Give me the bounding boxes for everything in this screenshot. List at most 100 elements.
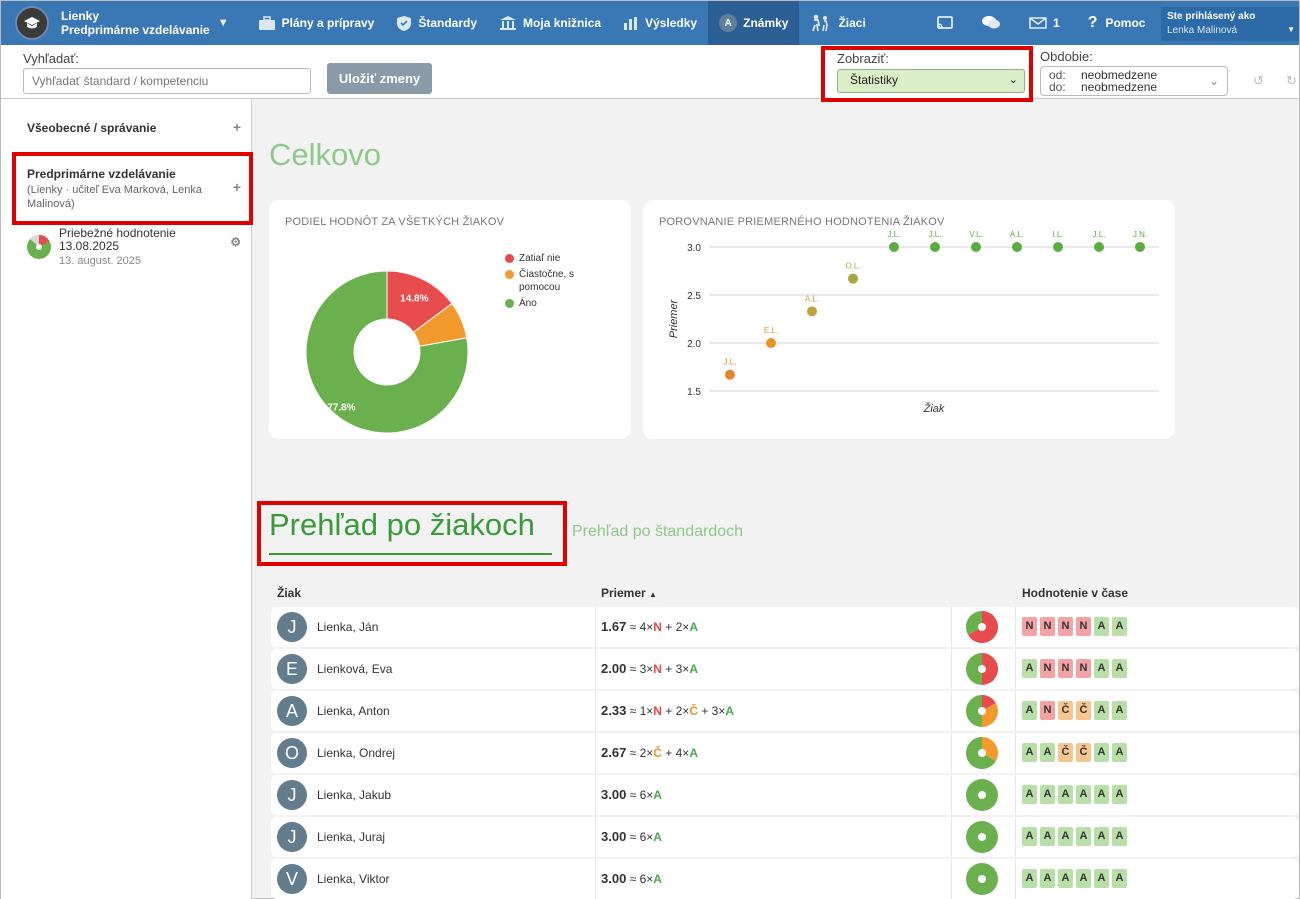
chat-icon[interactable] xyxy=(981,15,1001,31)
rating-badge[interactable]: A xyxy=(1076,869,1091,888)
data-point[interactable] xyxy=(1053,242,1063,252)
rating-badge[interactable]: A xyxy=(1112,617,1127,636)
sidebar-evaluation[interactable]: Priebežné hodnotenie 13.08.2025 13. augu… xyxy=(27,227,189,267)
data-point[interactable] xyxy=(766,338,776,348)
rating-badge[interactable]: A xyxy=(1040,869,1055,888)
student-name[interactable]: Lienka, Ján xyxy=(317,620,379,634)
rating-badge[interactable]: A xyxy=(1112,785,1127,804)
cast-icon[interactable] xyxy=(937,16,953,30)
help-button[interactable]: ? Pomoc xyxy=(1088,14,1146,32)
nav-item-4[interactable]: Výsledky xyxy=(612,1,708,45)
legend-item[interactable]: Áno xyxy=(505,297,595,310)
data-point[interactable] xyxy=(971,242,981,252)
rating-badge[interactable]: N xyxy=(1022,617,1037,636)
rating-badge[interactable]: Č xyxy=(1076,743,1091,762)
rating-badge[interactable]: A xyxy=(1022,827,1037,846)
undo-icon[interactable]: ↺ xyxy=(1253,73,1264,88)
data-point[interactable] xyxy=(1094,242,1104,252)
rating-badge[interactable]: A xyxy=(1112,701,1127,720)
data-point[interactable] xyxy=(889,242,899,252)
rating-badge[interactable]: N xyxy=(1040,659,1055,678)
rating-badge[interactable]: N xyxy=(1040,701,1055,720)
plus-icon[interactable]: + xyxy=(232,179,241,195)
student-name[interactable]: Lienka, Anton xyxy=(317,704,390,718)
rating-badge[interactable]: A xyxy=(1058,869,1073,888)
sidebar-item-general[interactable]: Všeobecné / správanie xyxy=(27,121,156,135)
legend-item[interactable]: Čiastočne, s pomocou xyxy=(505,268,595,294)
rating-badge[interactable]: A xyxy=(1040,827,1055,846)
rating-badge[interactable]: N xyxy=(1058,659,1073,678)
tab-students-overview[interactable]: Prehľad po žiakoch xyxy=(269,507,535,542)
rating-badge[interactable]: A xyxy=(1022,743,1037,762)
rating-badge[interactable]: A xyxy=(1112,659,1127,678)
rating-badge[interactable]: A xyxy=(1022,659,1037,678)
data-point[interactable] xyxy=(1135,242,1145,252)
nav-item-1[interactable]: Plány a prípravy xyxy=(247,1,386,45)
data-point[interactable] xyxy=(1012,242,1022,252)
student-name[interactable]: Lienka, Ondrej xyxy=(317,746,396,760)
column-header-average[interactable]: Priemer ▲ xyxy=(601,586,657,600)
nav-item-2[interactable]: Štandardy xyxy=(385,1,488,45)
pie-slice[interactable] xyxy=(305,270,469,434)
graduation-cap-icon[interactable] xyxy=(15,6,49,40)
data-point[interactable] xyxy=(930,242,940,252)
rating-badge[interactable]: A xyxy=(1094,785,1109,804)
rating-badge[interactable]: A xyxy=(1076,785,1091,804)
rating-badge[interactable]: A xyxy=(1022,701,1037,720)
mail-button[interactable]: 1 xyxy=(1029,16,1060,30)
rating-badge[interactable]: A xyxy=(1040,785,1055,804)
display-select[interactable]: Štatistiky ⌄ xyxy=(837,69,1025,93)
nav-item-6[interactable]: Žiaci xyxy=(799,1,876,45)
rating-badge[interactable]: A xyxy=(1058,785,1073,804)
data-point[interactable] xyxy=(807,306,817,317)
rating-badge[interactable]: A xyxy=(1058,827,1073,846)
rating-badge[interactable]: A xyxy=(1040,743,1055,762)
rating-badge[interactable]: A xyxy=(1112,869,1127,888)
sidebar-item-preprimary[interactable]: Predprimárne vzdelávanie (Lienky · učite… xyxy=(27,167,217,211)
rating-badge[interactable]: N xyxy=(1076,659,1091,678)
rating-badge[interactable]: N xyxy=(1040,617,1055,636)
gear-icon[interactable]: ⚙ xyxy=(230,235,241,249)
data-point[interactable] xyxy=(848,273,858,284)
rating-badge[interactable]: A xyxy=(1112,743,1127,762)
rating-badge[interactable]: Č xyxy=(1076,701,1091,720)
rating-badge[interactable]: A xyxy=(1094,701,1109,720)
rating-badge[interactable]: A xyxy=(1094,827,1109,846)
table-row[interactable]: A Lienka, Anton 2.33 ≈ 1×N + 2×Č + 3×A A… xyxy=(271,691,1299,731)
rating-badge[interactable]: N xyxy=(1076,617,1091,636)
search-input[interactable] xyxy=(23,68,311,94)
student-name[interactable]: Lienková, Eva xyxy=(317,662,393,676)
student-name[interactable]: Lienka, Juraj xyxy=(317,830,386,844)
rating-badge[interactable]: A xyxy=(1094,617,1109,636)
rating-badge[interactable]: A xyxy=(1022,869,1037,888)
rating-badge[interactable]: A xyxy=(1022,785,1037,804)
data-point[interactable] xyxy=(725,369,735,380)
rating-badge[interactable]: A xyxy=(1094,659,1109,678)
column-header-student[interactable]: Žiak xyxy=(277,586,302,600)
save-button[interactable]: Uložiť zmeny xyxy=(327,63,432,94)
rating-badge[interactable]: A xyxy=(1094,869,1109,888)
rating-badge[interactable]: Č xyxy=(1058,743,1073,762)
rating-badge[interactable]: A xyxy=(1112,827,1127,846)
rating-badge[interactable]: Č xyxy=(1058,701,1073,720)
rating-badge[interactable]: N xyxy=(1058,617,1073,636)
plus-icon[interactable]: + xyxy=(232,119,241,135)
student-name[interactable]: Lienka, Viktor xyxy=(317,872,390,886)
redo-icon[interactable]: ↻ xyxy=(1286,73,1297,88)
context-selector[interactable]: Lienky Predprimárne vzdelávanie ▼ xyxy=(61,9,229,37)
tab-standards-overview[interactable]: Prehľad po štandardoch xyxy=(572,523,744,540)
period-select[interactable]: od: neobmedzene do: neobmedzene ⌄ xyxy=(1040,66,1228,96)
nav-item-3[interactable]: Moja knižnica xyxy=(488,1,612,45)
nav-item-5[interactable]: A Známky xyxy=(708,1,800,45)
user-menu[interactable]: Ste prihlásený ako Lenka Malinová ▼ xyxy=(1161,7,1299,41)
student-name[interactable]: Lienka, Jakub xyxy=(317,788,392,802)
legend-item[interactable]: Zatiaľ nie xyxy=(505,252,595,265)
rating-badge[interactable]: A xyxy=(1076,827,1091,846)
rating-badge[interactable]: A xyxy=(1094,743,1109,762)
